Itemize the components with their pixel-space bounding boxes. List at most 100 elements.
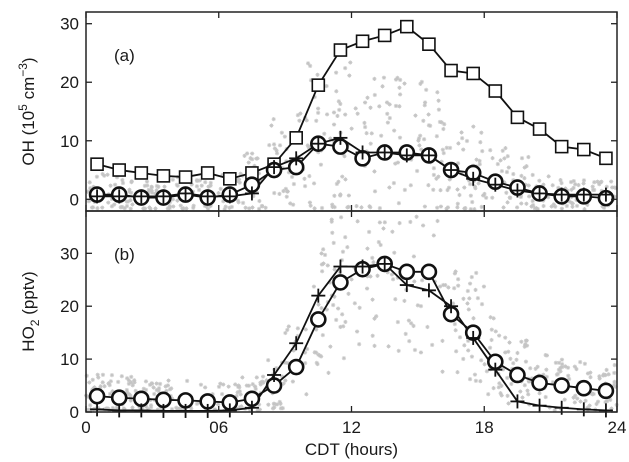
scatter-point	[129, 374, 134, 379]
scatter-point	[165, 383, 171, 388]
y-tick-label: 20	[60, 297, 79, 316]
scatter-point	[346, 291, 351, 296]
scatter-point	[497, 333, 502, 338]
scatter-point	[141, 206, 146, 211]
scatter-point	[386, 344, 391, 349]
scatter-point	[124, 199, 129, 204]
marker-square	[112, 163, 126, 177]
scatter-point	[250, 151, 255, 156]
marker-plus	[200, 189, 215, 204]
scatter-point	[557, 360, 562, 365]
scatter-point	[374, 314, 379, 319]
scatter-point	[464, 138, 470, 144]
ylabel-oh-unit: cm	[19, 77, 38, 104]
scatter-point	[514, 357, 519, 362]
marker-plus	[200, 403, 215, 418]
y-tick-label: 30	[60, 15, 79, 34]
scatter-point	[258, 380, 263, 385]
scatter-point	[441, 151, 446, 156]
scatter-point	[284, 189, 290, 194]
scatter-point	[411, 254, 417, 259]
scatter-point	[237, 180, 242, 185]
scatter-point	[608, 397, 613, 402]
scatter-point	[612, 370, 617, 376]
scatter-point	[335, 113, 340, 119]
scatter-point	[437, 119, 443, 125]
y-tick-label: 30	[60, 244, 79, 263]
scatter-point	[269, 123, 274, 128]
scatter-point	[254, 375, 259, 380]
scatter-point	[372, 343, 377, 348]
y-tick-label: 0	[70, 403, 79, 422]
marker-square	[200, 166, 215, 180]
scatter-point	[417, 143, 422, 148]
scatter-point	[418, 81, 423, 86]
scatter-point	[392, 250, 397, 255]
scatter-point	[233, 382, 238, 387]
scatter-point	[598, 180, 603, 185]
marker-plus	[488, 177, 503, 192]
scatter-point	[250, 205, 255, 210]
scatter-point	[191, 203, 196, 208]
scatter-point	[364, 131, 369, 136]
scatter-point	[277, 191, 282, 197]
scatter-point	[459, 130, 464, 135]
series-line-circle	[97, 142, 607, 200]
x-tick-label: 06	[209, 418, 228, 437]
scatter-point	[384, 100, 390, 105]
scatter-point	[473, 287, 478, 293]
marker-plus	[510, 394, 525, 409]
scatter-point	[315, 72, 320, 77]
scatter-point	[237, 389, 242, 394]
scatter-point	[329, 217, 334, 222]
scatter-point	[376, 239, 381, 245]
scatter-point	[612, 185, 617, 190]
marker-square	[311, 78, 326, 92]
scatter-point	[95, 206, 100, 211]
scatter-point	[240, 375, 245, 380]
marker-circle	[553, 377, 570, 394]
ylabel-ho2-unit: (pptv)	[19, 271, 38, 319]
scatter-point	[90, 377, 95, 382]
scatter-point	[434, 176, 439, 181]
scatter-point	[466, 307, 471, 312]
scatter-point	[320, 269, 325, 274]
marker-square	[289, 131, 303, 145]
scatter-point	[396, 348, 401, 353]
scatter-point	[393, 297, 398, 302]
scatter-point	[88, 403, 93, 408]
scatter-point	[603, 399, 608, 405]
scatter-point	[495, 161, 500, 167]
scatter-point	[407, 339, 412, 344]
scatter-point	[349, 126, 354, 131]
marker-circle	[420, 263, 438, 281]
scatter-point	[216, 384, 222, 389]
scatter-point	[324, 307, 329, 312]
scatter-point	[462, 185, 467, 190]
scatter-point	[324, 83, 329, 89]
scatter-point	[553, 360, 559, 365]
scatter-point	[271, 142, 277, 147]
scatter-point	[421, 223, 426, 228]
scatter-point	[107, 383, 112, 388]
scatter-point	[502, 156, 507, 161]
scatter-point	[409, 321, 414, 326]
scatter-point	[503, 146, 508, 151]
scatter-point	[471, 316, 476, 321]
scatter-point	[412, 347, 418, 353]
scatter-point	[461, 296, 466, 301]
scatter-point	[505, 393, 510, 398]
scatter-point	[336, 99, 341, 104]
scatter-point	[381, 75, 387, 80]
scatter-point	[567, 376, 572, 382]
scatter-point	[398, 92, 403, 97]
scatter-point	[452, 286, 457, 291]
scatter-point	[532, 206, 537, 211]
scatter-point	[107, 391, 113, 397]
scatter-point	[467, 377, 473, 382]
marker-plus	[466, 330, 481, 345]
scatter-point	[441, 282, 446, 288]
scatter-point	[362, 100, 368, 105]
scatter-point	[573, 182, 578, 187]
scatter-point	[194, 184, 200, 189]
